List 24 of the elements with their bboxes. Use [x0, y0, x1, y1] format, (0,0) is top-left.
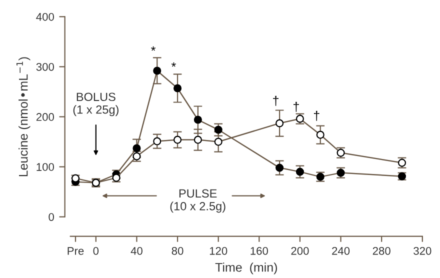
x-tick-label: 160 [250, 246, 268, 255]
y-tick-label: 300 [36, 62, 54, 71]
annotation: * [171, 62, 176, 67]
y-tick-label: 0 [48, 213, 54, 221]
x-axis-title: Time (min) [215, 262, 277, 274]
x-tick-label: 40 [130, 246, 142, 255]
annotation: * [151, 46, 156, 51]
y-axis-title: Leucine (nmol•mL$^{−1}$) [16, 57, 30, 176]
x-tick-label: 200 [291, 246, 309, 255]
annotation: † [314, 110, 320, 121]
x-tick-label: Pre [68, 247, 84, 255]
annotation: † [294, 102, 299, 112]
annotation: BOLUS (1 x 25g) [73, 92, 118, 116]
annotation: † [273, 96, 278, 106]
x-tick-label: 320 [414, 246, 432, 255]
y-tick-label: 200 [36, 113, 54, 121]
y-tick-label: 100 [36, 163, 54, 171]
x-tick-label: 0 [93, 246, 99, 255]
x-tick-label: 280 [372, 246, 390, 255]
annotation: PULSE (10 x 2.5g) [170, 189, 226, 213]
y-tick-label: 400 [36, 12, 54, 21]
x-tick-label: 120 [210, 246, 228, 255]
x-tick-label: 240 [332, 246, 350, 255]
x-tick-label: 80 [172, 246, 184, 255]
